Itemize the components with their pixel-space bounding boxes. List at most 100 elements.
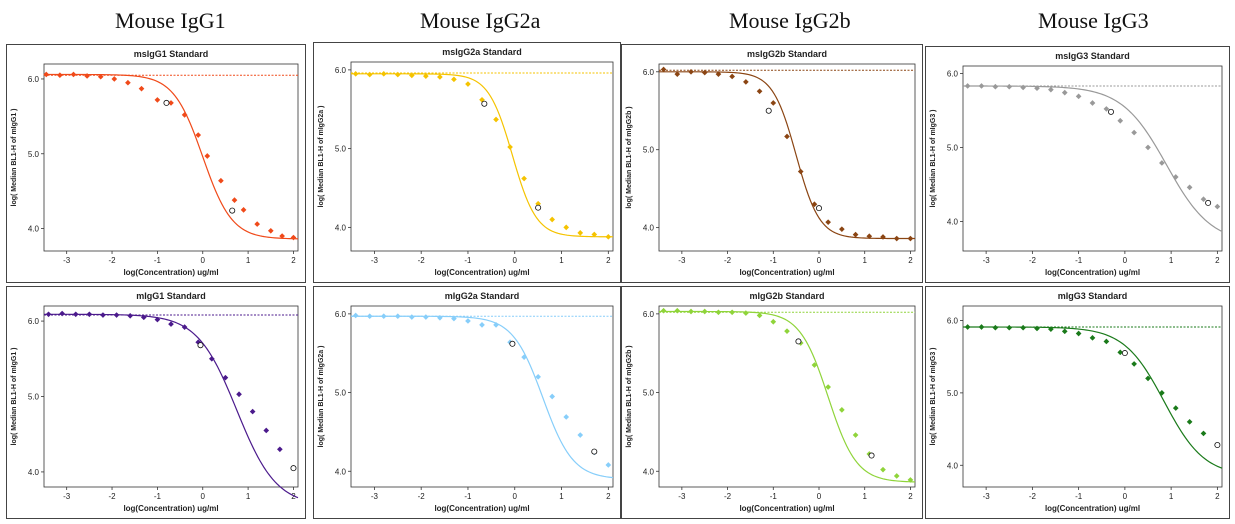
fit-curve: [44, 313, 299, 499]
x-axis-label: log(Concentration) ug/ml: [434, 504, 529, 513]
y-tick-label: 5.0: [335, 145, 347, 154]
x-tick-label: -3: [678, 492, 686, 501]
chart-panel: mIgG3 Standard -3 -2 -1 0 1 2 4.0 5.0 6.0 log(Conc…: [925, 286, 1230, 519]
y-tick-label: 6.0: [947, 69, 959, 78]
data-point: [521, 354, 527, 360]
fit-curve: [963, 326, 1223, 469]
data-point: [1075, 330, 1082, 337]
x-tick-label: -3: [63, 492, 71, 501]
chart-panel: msIgG1 Standard -3 -2 -1 0 1 2 4.0 5.0 6.0 log(Con…: [6, 44, 306, 283]
x-tick-label: -1: [464, 256, 472, 265]
x-tick-label: 2: [1215, 492, 1220, 501]
y-axis-label: log( Median BL1-H of mIgG2a ): [318, 346, 325, 448]
y-tick-label: 5.0: [947, 389, 959, 398]
bound-marker: [1205, 199, 1212, 206]
x-tick-label: 2: [606, 492, 611, 501]
x-tick-label: 2: [291, 256, 296, 265]
data-point: [784, 328, 790, 335]
x-axis-label: log(Concentration) ug/ml: [123, 268, 218, 277]
data-point: [1103, 106, 1110, 112]
data-point: [1020, 84, 1026, 91]
panel-frame: [925, 286, 1230, 519]
y-tick-label: 6.0: [28, 317, 40, 326]
x-axis-label: log(Concentration) ug/ml: [123, 504, 218, 513]
data-point: [1048, 86, 1054, 93]
data-point: [236, 391, 242, 398]
x-tick-label: -1: [770, 256, 778, 265]
data-point: [493, 116, 499, 123]
column-title-igg2a: Mouse IgG2a: [420, 8, 541, 33]
y-axis-label: log( Median BL1-H of mIgG2b ): [626, 345, 633, 447]
data-point: [591, 231, 598, 238]
data-point: [84, 73, 90, 79]
x-tick-label: -1: [1075, 256, 1083, 265]
column-title-igg2b: Mouse IgG2b: [729, 8, 851, 33]
x-tick-label: 0: [1123, 492, 1128, 501]
x-tick-label: -2: [1029, 492, 1037, 501]
data-point: [577, 230, 584, 236]
chart-title: mIgG2a Standard: [445, 291, 520, 301]
data-point: [1186, 419, 1193, 425]
bound-marker: [481, 100, 488, 107]
x-tick-label: -3: [983, 492, 991, 501]
data-point: [978, 83, 985, 89]
bound-marker: [290, 465, 297, 472]
data-point: [1034, 85, 1040, 92]
data-point: [1089, 100, 1096, 106]
data-point: [893, 473, 900, 479]
x-tick-label: -2: [724, 256, 732, 265]
y-tick-label: 6.0: [643, 68, 655, 77]
x-tick-label: 1: [559, 256, 564, 265]
x-tick-label: 1: [1169, 256, 1174, 265]
bound-marker: [1107, 108, 1114, 115]
data-point: [1034, 325, 1040, 332]
x-axis-label: log(Concentration) ug/ml: [739, 268, 834, 277]
x-tick-label: 1: [246, 256, 251, 265]
x-tick-label: -1: [154, 492, 162, 501]
data-point: [605, 462, 612, 468]
column-title-igg3: Mouse IgG3: [1038, 8, 1149, 33]
x-tick-label: -2: [418, 492, 426, 501]
data-point: [1172, 174, 1179, 180]
chart-title: msIgG2b Standard: [747, 49, 827, 59]
data-point: [465, 81, 471, 87]
data-point: [493, 322, 499, 328]
y-tick-label: 5.0: [643, 146, 655, 155]
data-point: [852, 432, 859, 438]
fit-curve: [351, 73, 614, 238]
data-point: [1048, 326, 1054, 332]
y-axis-label: log( Median BL1-H of mIgG3 ): [930, 110, 937, 208]
data-point: [1159, 160, 1165, 166]
data-point: [1061, 89, 1068, 96]
data-point: [1006, 83, 1013, 90]
x-tick-label: 2: [1215, 256, 1220, 265]
y-tick-label: 4.0: [28, 225, 40, 234]
plot-area: [43, 63, 299, 252]
x-tick-label: 0: [201, 256, 206, 265]
y-tick-label: 4.0: [643, 224, 655, 233]
chart-svg: mIgG2a Standard -3 -2 -1 0 1 2 4.0 5.0 6.0 log(Con…: [313, 286, 621, 519]
y-tick-label: 5.0: [28, 150, 40, 159]
data-point: [1145, 144, 1151, 151]
x-tick-label: -3: [371, 492, 379, 501]
y-tick-label: 6.0: [947, 316, 959, 325]
data-point: [880, 466, 886, 473]
chart-title: msIgG1 Standard: [134, 49, 209, 59]
panel-frame: [621, 44, 923, 283]
y-tick-label: 6.0: [28, 75, 40, 84]
panel-frame: [6, 286, 306, 519]
x-axis-label: log(Concentration) ug/ml: [1045, 504, 1140, 513]
data-point: [992, 83, 999, 90]
x-axis-label: log(Concentration) ug/ml: [434, 268, 529, 277]
data-point: [964, 83, 971, 89]
y-tick-label: 6.0: [643, 310, 655, 319]
data-point: [907, 477, 914, 483]
y-tick-label: 4.0: [643, 467, 655, 476]
panel-frame: [6, 44, 306, 283]
plot-area: [962, 305, 1223, 488]
chart-title: mIgG1 Standard: [136, 291, 206, 301]
data-point: [451, 76, 457, 83]
data-point: [1075, 93, 1082, 100]
plot-area: [658, 63, 916, 252]
data-point: [688, 68, 694, 75]
